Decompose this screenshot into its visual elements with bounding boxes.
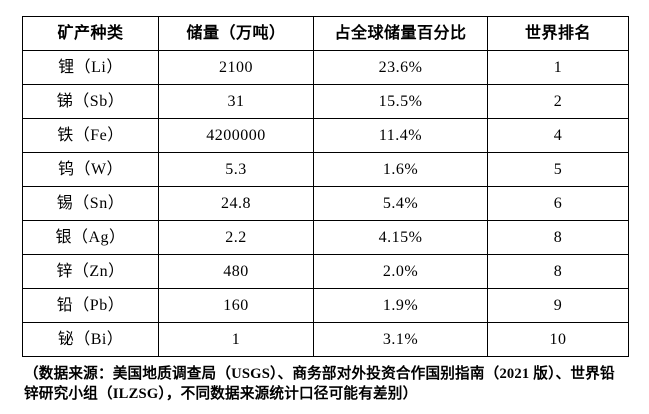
cell-global-share: 1.9% <box>313 288 488 323</box>
cell-world-rank: 8 <box>487 220 629 255</box>
cell-global-share: 2.0% <box>313 254 488 289</box>
table-row: 铋（Bi） 1 3.1% 10 <box>22 322 629 357</box>
cell-global-share: 5.4% <box>313 186 488 221</box>
cell-mineral-type: 锂（Li） <box>22 50 159 85</box>
cell-world-rank: 1 <box>487 50 629 85</box>
cell-world-rank: 4 <box>487 118 629 153</box>
cell-mineral-type: 铋（Bi） <box>22 322 159 357</box>
cell-reserves: 5.3 <box>158 152 314 187</box>
cell-global-share: 3.1% <box>313 322 488 357</box>
column-header-reserves: 储量（万吨） <box>158 16 314 51</box>
cell-mineral-type: 铅（Pb） <box>22 288 159 323</box>
table-row: 锡（Sn） 24.8 5.4% 6 <box>22 186 629 221</box>
table-row: 锑（Sb） 31 15.5% 2 <box>22 84 629 119</box>
cell-mineral-type: 锌（Zn） <box>22 254 159 289</box>
data-source-note-line1: （数据来源：美国地质调查局（USGS）、商务部对外投资合作国别指南（2021 版… <box>24 366 615 382</box>
cell-world-rank: 5 <box>487 152 629 187</box>
cell-mineral-type: 银（Ag） <box>22 220 159 255</box>
data-source-note-line2: 锌研究小组（ILZSG），不同数据来源统计口径可能有差别） <box>24 386 418 402</box>
data-source-note: （数据来源：美国地质调查局（USGS）、商务部对外投资合作国别指南（2021 版… <box>22 364 649 404</box>
table-row: 钨（W） 5.3 1.6% 5 <box>22 152 629 187</box>
cell-reserves: 2.2 <box>158 220 314 255</box>
cell-mineral-type: 锡（Sn） <box>22 186 159 221</box>
table-row: 银（Ag） 2.2 4.15% 8 <box>22 220 629 255</box>
table-row: 锂（Li） 2100 23.6% 1 <box>22 50 629 85</box>
column-header-global-share: 占全球储量百分比 <box>313 16 488 51</box>
table-row: 铁（Fe） 4200000 11.4% 4 <box>22 118 629 153</box>
cell-world-rank: 6 <box>487 186 629 221</box>
cell-mineral-type: 锑（Sb） <box>22 84 159 119</box>
table-header-row: 矿产种类 储量（万吨） 占全球储量百分比 世界排名 <box>22 16 629 51</box>
cell-global-share: 1.6% <box>313 152 488 187</box>
cell-reserves: 160 <box>158 288 314 323</box>
cell-global-share: 15.5% <box>313 84 488 119</box>
cell-world-rank: 8 <box>487 254 629 289</box>
table-row: 铅（Pb） 160 1.9% 9 <box>22 288 629 323</box>
cell-global-share: 11.4% <box>313 118 488 153</box>
cell-world-rank: 10 <box>487 322 629 357</box>
table-row: 锌（Zn） 480 2.0% 8 <box>22 254 629 289</box>
column-header-mineral-type: 矿产种类 <box>22 16 159 51</box>
cell-world-rank: 9 <box>487 288 629 323</box>
cell-reserves: 31 <box>158 84 314 119</box>
cell-world-rank: 2 <box>487 84 629 119</box>
cell-reserves: 24.8 <box>158 186 314 221</box>
cell-mineral-type: 铁（Fe） <box>22 118 159 153</box>
cell-reserves: 480 <box>158 254 314 289</box>
cell-global-share: 4.15% <box>313 220 488 255</box>
cell-reserves: 2100 <box>158 50 314 85</box>
cell-reserves: 1 <box>158 322 314 357</box>
cell-global-share: 23.6% <box>313 50 488 85</box>
mineral-reserves-table: 矿产种类 储量（万吨） 占全球储量百分比 世界排名 锂（Li） 2100 23.… <box>22 16 629 357</box>
column-header-world-rank: 世界排名 <box>487 16 629 51</box>
cell-reserves: 4200000 <box>158 118 314 153</box>
cell-mineral-type: 钨（W） <box>22 152 159 187</box>
